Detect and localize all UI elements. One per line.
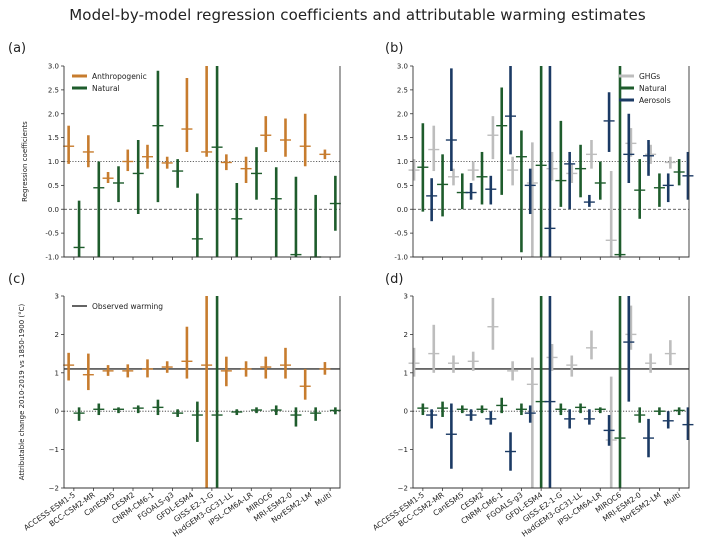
legend-label: GHGs (639, 72, 660, 81)
y-tick-label: −2 (398, 485, 408, 493)
y-axis-label: Attributable change 2010-2019 vs 1850-19… (18, 304, 26, 481)
y-tick-label: 2.0 (48, 110, 59, 118)
panel-2: (c)−2−10123ACCESS-ESM1-5BCC-CSM2-MRCanES… (8, 272, 341, 539)
panel-0: (a) -1.0 -0.5 0.0 0.5 1.0 1.5 2.0 2.5 3.0 Regressi… (8, 41, 341, 262)
y-tick-label: 2 (55, 331, 59, 339)
y-tick-label: 0.0 (48, 206, 59, 214)
panel-label: (a) (8, 41, 26, 56)
panel-label: (c) (8, 272, 25, 287)
y-tick-label: 3 (404, 293, 408, 301)
panel-1: (b) -1.0 -0.5 0.0 0.5 1.0 1.5 2.0 2.5 3.0 GHGs Natu… (385, 41, 694, 262)
y-tick-label: 0.0 (397, 206, 408, 214)
y-tick-label: 0.5 (48, 182, 59, 190)
legend-label: Anthropogenic (92, 72, 147, 81)
y-tick-label: 0.5 (397, 182, 408, 190)
figure-title: Model-by-model regression coefficients a… (69, 6, 646, 24)
y-tick-label: 1.0 (397, 158, 408, 166)
y-tick-label: -1.0 (45, 254, 59, 262)
y-tick-label: −2 (49, 485, 59, 493)
x-tick-label: Multi (662, 490, 682, 508)
y-tick-label: -0.5 (394, 230, 408, 238)
y-tick-label: 1.5 (397, 134, 408, 142)
y-tick-label: -1.0 (394, 254, 408, 262)
y-tick-label: 2.0 (397, 110, 408, 118)
y-axis-label: Regression coefficients (21, 121, 29, 202)
y-tick-label: 1 (55, 369, 59, 377)
panel-label: (d) (385, 272, 403, 287)
panel-label: (b) (385, 41, 403, 56)
panel-3: (d)−2−10123ACCESS-ESM1-5BCC-CSM2-MRCanES… (371, 272, 694, 539)
axes-frame (412, 296, 690, 489)
y-tick-label: 0 (404, 408, 408, 416)
y-tick-label: 3.0 (397, 63, 408, 71)
legend-label: Natural (92, 84, 120, 93)
legend-label: Aerosols (639, 96, 671, 105)
y-tick-label: 3 (55, 293, 59, 301)
x-tick-label: Multi (313, 490, 333, 508)
axes-frame (63, 296, 341, 489)
legend: Anthropogenic Natural (72, 72, 147, 93)
y-tick-label: 0 (55, 408, 59, 416)
y-tick-label: -0.5 (45, 230, 59, 238)
y-tick-label: 2.5 (48, 86, 59, 94)
legend: GHGs Natural Aerosols (619, 72, 671, 105)
legend-label: Observed warming (92, 302, 163, 311)
legend: Observed warming (72, 302, 163, 311)
y-tick-label: 3.0 (48, 63, 59, 71)
legend-label: Natural (639, 84, 667, 93)
y-tick-label: 1.0 (48, 158, 59, 166)
y-tick-label: 2 (404, 331, 408, 339)
y-tick-label: −1 (398, 446, 408, 454)
y-tick-label: 1.5 (48, 134, 59, 142)
y-tick-label: 2.5 (397, 86, 408, 94)
y-tick-label: 1 (404, 369, 408, 377)
y-tick-label: −1 (49, 446, 59, 454)
